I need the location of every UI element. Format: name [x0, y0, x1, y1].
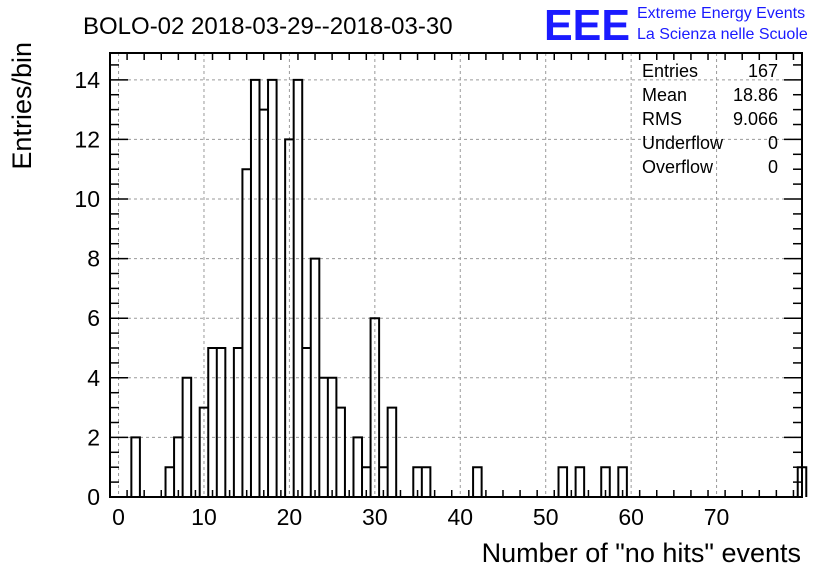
stats-value: 9.066 — [733, 109, 778, 129]
histogram-bin — [251, 80, 260, 497]
tick-labels: 0 10 20 30 40 50 60 70 0 2 4 6 8 10 12 14 — [74, 67, 729, 530]
histogram-bin — [294, 80, 303, 497]
x-tick-label: 40 — [447, 504, 473, 530]
stats-label: Entries — [642, 61, 698, 81]
eee-logo: EEE Extreme Energy Events La Scienza nel… — [544, 1, 808, 50]
stats-label: RMS — [642, 109, 682, 129]
histogram-bin — [174, 437, 183, 497]
eee-logo-mark: EEE — [544, 1, 630, 50]
stats-label: Underflow — [642, 133, 724, 153]
histogram-bin — [208, 348, 217, 497]
histogram-bin — [328, 378, 337, 497]
histogram-bin — [336, 408, 345, 497]
x-axis-label: Number of "no hits" events — [482, 538, 801, 568]
y-tick-label: 0 — [87, 484, 100, 510]
x-tick-label: 70 — [704, 504, 730, 530]
stats-value: 0 — [768, 133, 778, 153]
chart-title: BOLO-02 2018-03-29--2018-03-30 — [83, 13, 453, 40]
histogram-bin — [576, 467, 585, 497]
y-tick-label: 14 — [74, 67, 100, 93]
histogram-bin — [559, 467, 568, 497]
histogram-bin — [166, 467, 175, 497]
y-tick-label: 10 — [74, 186, 100, 212]
stats-label: Mean — [642, 85, 687, 105]
x-tick-label: 0 — [112, 504, 125, 530]
histogram-bin — [242, 169, 251, 497]
histogram-bin — [260, 110, 269, 497]
histogram-bin — [422, 467, 431, 497]
x-tick-label: 30 — [362, 504, 388, 530]
stats-value: 167 — [748, 61, 778, 81]
histogram-bin — [311, 259, 320, 497]
x-tick-label: 20 — [277, 504, 303, 530]
y-tick-label: 2 — [87, 424, 100, 450]
y-axis-label: Entries/bin — [7, 42, 37, 170]
stats-box: Entries 167 Mean 18.86 RMS 9.066 Underflow 0 Ove… — [642, 61, 778, 177]
x-tick-label: 10 — [191, 504, 217, 530]
histogram-bin — [200, 408, 209, 497]
x-tick-label: 60 — [618, 504, 644, 530]
y-tick-label: 6 — [87, 305, 100, 331]
y-tick-label: 8 — [87, 246, 100, 272]
x-tick-label: 50 — [533, 504, 559, 530]
plot-frame — [109, 52, 803, 498]
histogram-bin — [371, 318, 380, 497]
histogram-bin — [131, 437, 140, 497]
histogram-bin — [268, 80, 277, 497]
eee-logo-line2: La Scienza nelle Scuole — [637, 26, 808, 43]
axis-ticks — [109, 53, 802, 498]
y-tick-label: 4 — [87, 365, 100, 391]
histogram-bin — [285, 139, 294, 497]
histogram-bin — [234, 348, 243, 497]
stats-label: Overflow — [642, 157, 714, 177]
stats-value: 0 — [768, 157, 778, 177]
y-tick-label: 12 — [74, 126, 100, 152]
histogram-bin — [183, 378, 192, 497]
histogram-bin — [353, 437, 362, 497]
histogram-bin — [302, 348, 311, 497]
histogram-bin — [388, 408, 397, 497]
eee-logo-line1: Extreme Energy Events — [637, 5, 805, 22]
histogram-bin — [217, 348, 226, 497]
histogram-bin — [473, 467, 482, 497]
stats-value: 18.86 — [733, 85, 778, 105]
histogram-bin — [319, 378, 328, 497]
